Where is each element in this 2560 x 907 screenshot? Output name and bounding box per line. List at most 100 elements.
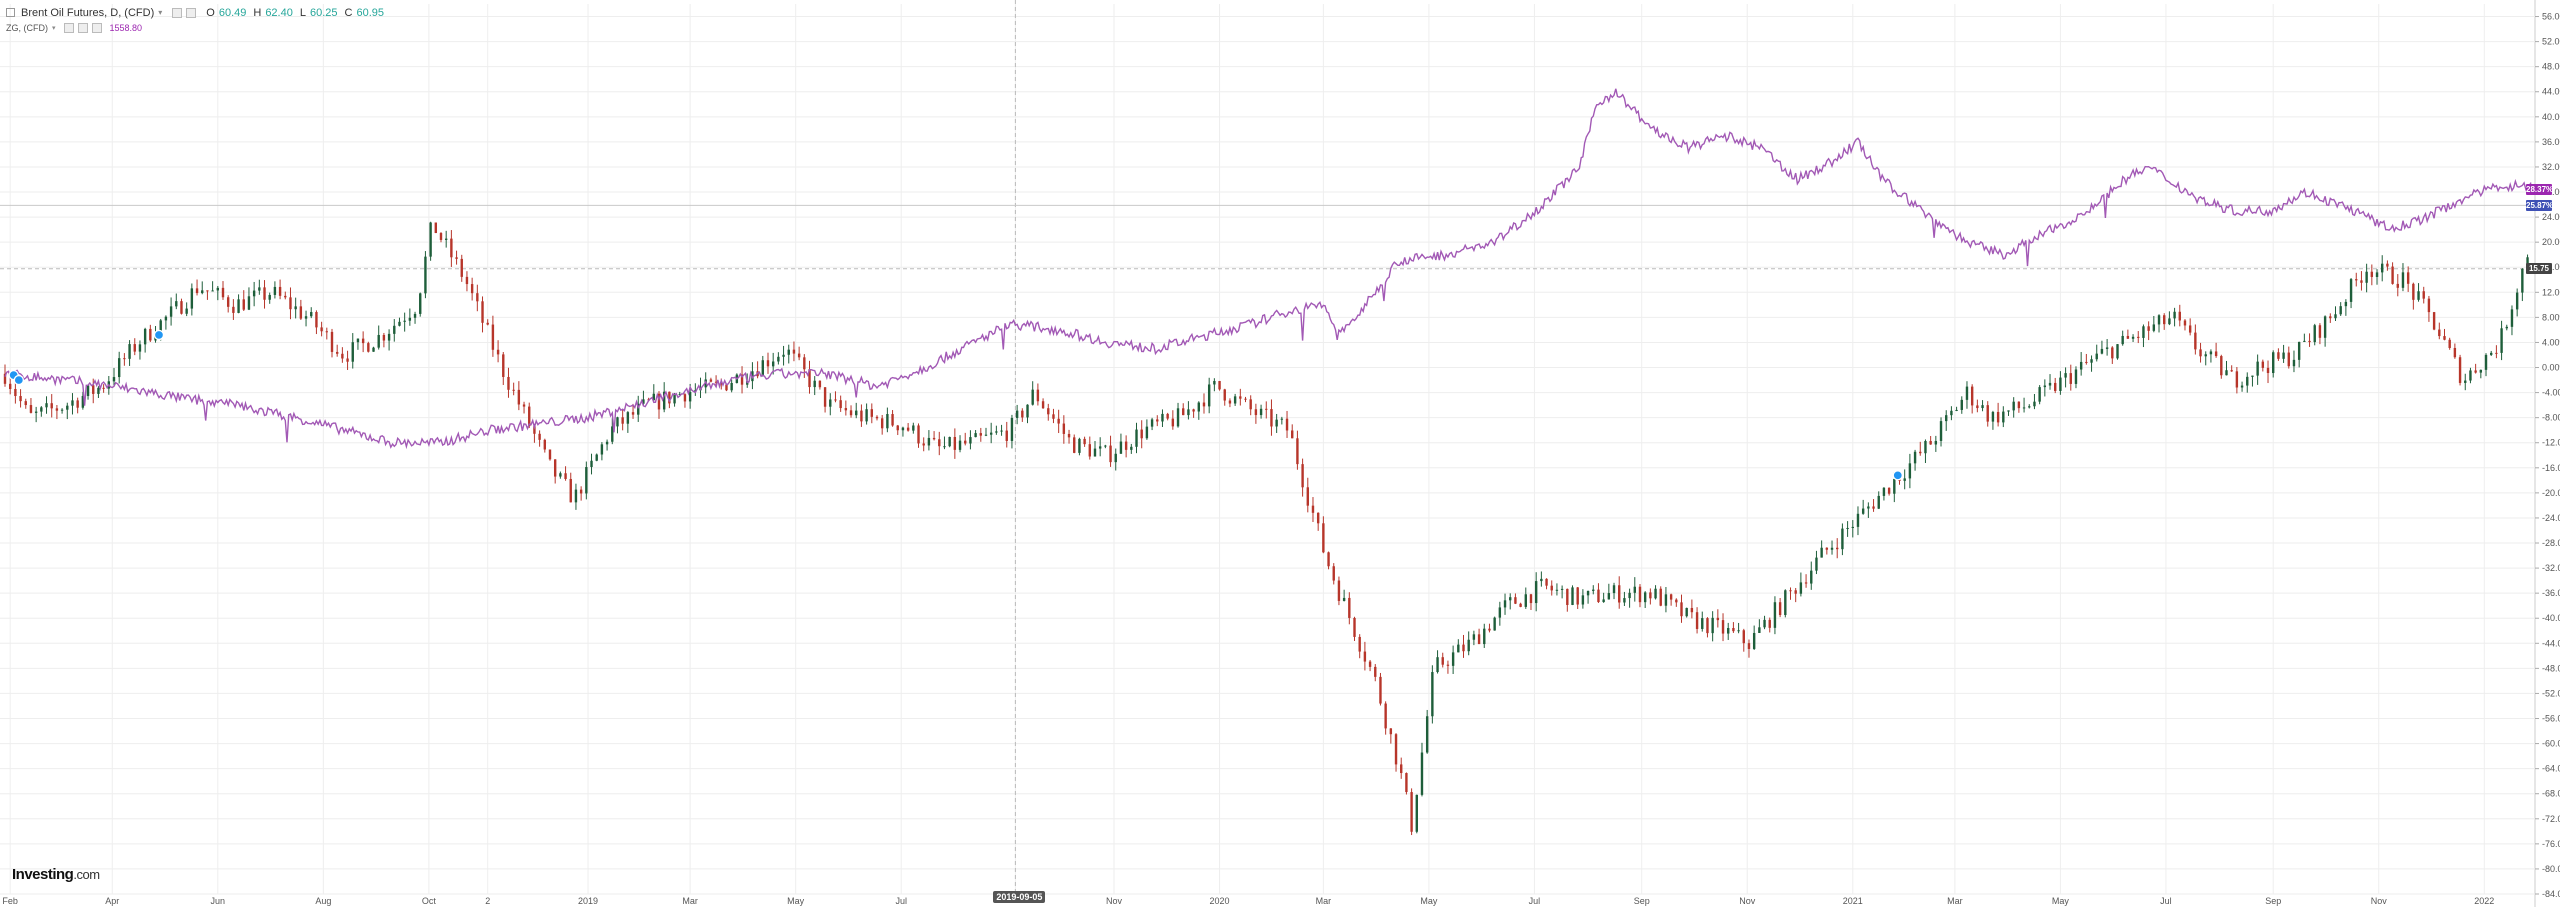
candle-body (1545, 578, 1548, 586)
candle-body (849, 410, 853, 416)
candle-body (263, 287, 266, 300)
candle-body (600, 444, 604, 455)
compare-series-title[interactable]: ZG, (CFD) (6, 22, 48, 33)
y-tick-label: 36.00% (2542, 137, 2560, 147)
candle-body (1119, 441, 1123, 454)
candle-body (2048, 382, 2052, 386)
candle-body (1135, 429, 1138, 447)
candle-body (720, 382, 723, 385)
candle-body (1400, 764, 1403, 774)
event-marker-icon[interactable] (153, 329, 165, 341)
candle-body (870, 409, 873, 417)
candle-body (2194, 332, 2197, 350)
candle-body (1913, 451, 1917, 464)
candle-body (403, 320, 406, 322)
candle-body (2022, 407, 2026, 409)
candle-body (2079, 361, 2083, 370)
candle-body (2230, 370, 2233, 372)
candle-body (460, 258, 463, 277)
candle-body (1244, 398, 1247, 400)
y-tick-label: -28.00% (2542, 538, 2560, 548)
candle-body (2505, 326, 2508, 329)
candle-body (1607, 593, 1611, 600)
candle-body (564, 473, 567, 479)
candle-body (1057, 418, 1060, 424)
candle-body (450, 238, 453, 258)
candle-body (2375, 272, 2379, 277)
candle-body (382, 334, 386, 341)
candle-body (242, 299, 245, 310)
candle-body (1171, 418, 1175, 427)
candle-body (206, 290, 209, 292)
candle-body (361, 338, 365, 344)
candle-body (1612, 585, 1616, 594)
close-icon[interactable] (91, 22, 102, 33)
candle-body (1488, 628, 1491, 631)
x-tick-label: 2022 (2474, 896, 2494, 906)
candle-body (932, 437, 936, 440)
candle-body (1804, 582, 1808, 584)
y-tick-label: -20.00% (2542, 488, 2560, 498)
candle-body (372, 347, 375, 352)
candle-body (1727, 628, 1730, 634)
candle-body (335, 351, 339, 354)
candle-body (948, 436, 951, 447)
candle-body (1924, 440, 1927, 454)
close-icon[interactable] (186, 7, 197, 18)
candle-body (128, 344, 131, 359)
candle-body (1685, 607, 1688, 617)
candle-body (1332, 566, 1335, 581)
candle-body (367, 343, 370, 352)
candle-body (1934, 440, 1938, 445)
visibility-icon[interactable] (63, 22, 74, 33)
candle-body (45, 403, 48, 408)
candle-body (1124, 441, 1128, 450)
candle-body (834, 399, 837, 401)
candle-body (1768, 619, 1771, 628)
candle-body (1270, 409, 1273, 427)
event-marker-icon[interactable] (13, 374, 24, 386)
candle-body (1067, 433, 1071, 438)
candle-body (486, 322, 489, 325)
candle-body (969, 437, 972, 444)
candle-body (24, 401, 27, 406)
settings-icon[interactable] (77, 22, 88, 33)
candle-body (927, 437, 931, 446)
candle-body (315, 312, 318, 328)
y-tick-label: 20.00% (2542, 237, 2560, 247)
candle-body (419, 293, 422, 314)
candle-body (40, 407, 43, 412)
candle-body (2484, 354, 2488, 370)
candle-body (1161, 413, 1164, 422)
candle-body (50, 403, 53, 409)
candle-body (1856, 513, 1860, 527)
event-marker-icon[interactable] (1892, 470, 1903, 481)
event-markers[interactable] (8, 329, 1903, 481)
candle-body (522, 404, 526, 407)
chart-legend: Brent Oil Futures, D, (CFD) ▾ O 60.49 H 62… (6, 5, 384, 35)
candle-body (631, 412, 635, 415)
candle-body (1867, 506, 1870, 509)
main-series-title[interactable]: Brent Oil Futures, D, (CFD) (21, 6, 155, 19)
candle-body (1363, 651, 1367, 662)
candle-body (1493, 617, 1496, 631)
candle-body (71, 400, 74, 406)
candle-body (2396, 283, 2399, 288)
close-value: 60.95 (356, 6, 384, 19)
candle-body (730, 382, 733, 391)
collapse-icon[interactable] (6, 8, 15, 17)
y-tick-label: 12.00% (2542, 287, 2560, 297)
chevron-down-icon[interactable]: ▾ (52, 24, 56, 32)
candle-body (247, 296, 251, 310)
settings-icon[interactable] (172, 7, 183, 18)
candle-body (1602, 599, 1605, 603)
chevron-down-icon[interactable]: ▾ (158, 8, 163, 17)
candle-body (2349, 279, 2353, 302)
candle-body (278, 286, 282, 296)
candle-body (1877, 495, 1880, 509)
candle-body (1919, 451, 1922, 454)
candle-body (1820, 547, 1823, 558)
candle-body (60, 409, 64, 411)
x-tick-label: May (787, 896, 805, 906)
